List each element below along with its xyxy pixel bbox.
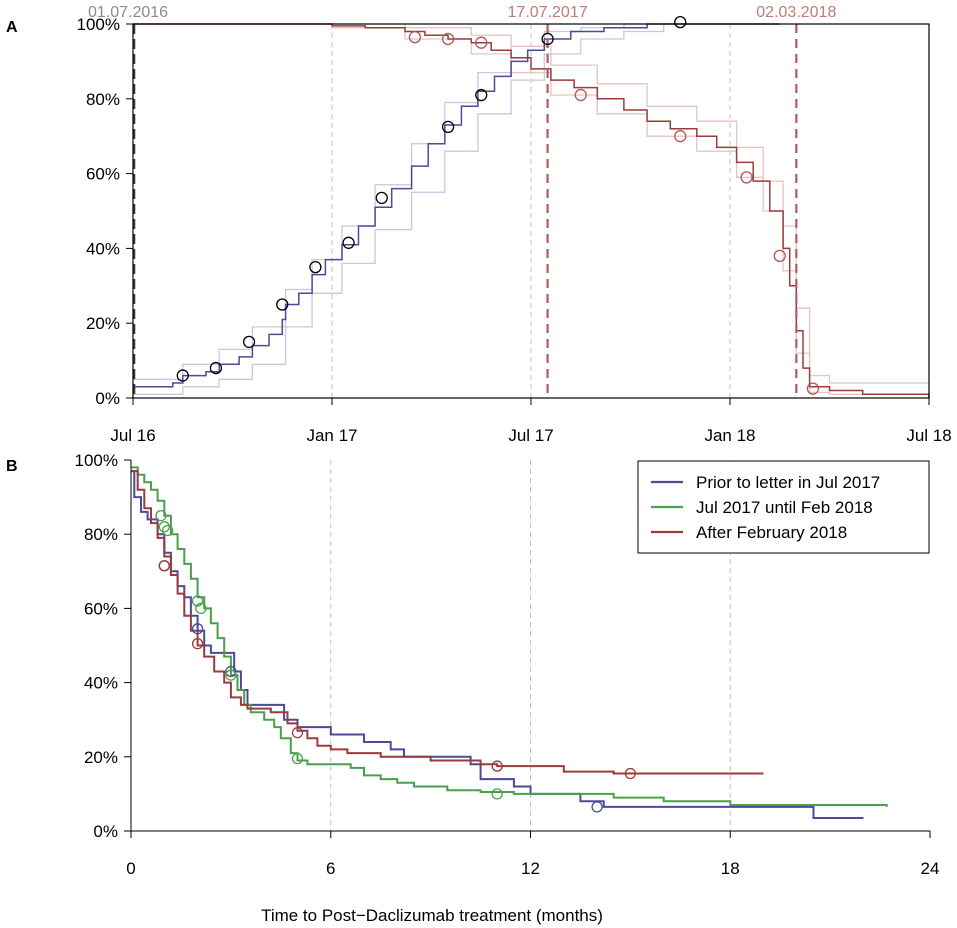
panel-a-cumulative-marker-0 — [176, 369, 189, 382]
panel-b-series-0-marker-2 — [225, 665, 237, 678]
panel-a-remaining-line — [133, 23, 930, 398]
panel-b-series-2-marker-3 — [491, 760, 503, 772]
panel-a-cumulative-marker-1 — [209, 361, 223, 375]
panel-b-y-tick-label-2: 40% — [84, 674, 118, 693]
panel-a-y-tick-label-5: 100% — [77, 15, 120, 34]
panel-a-x-tick-label-2: Jul 17 — [508, 426, 553, 445]
date-marker-label-2: 02.03.2018 — [756, 4, 836, 21]
panel-a-remaining-marker-5 — [740, 171, 753, 184]
date-marker-label-1: 17.07.2017 — [508, 4, 588, 21]
panel-a-x-tick-label-0: Jul 16 — [110, 426, 155, 445]
panel-b-y-tick-label-5: 100% — [75, 451, 118, 470]
panel-a-y-tick-label-1: 20% — [86, 314, 120, 333]
panel-b-y-tick-label-1: 20% — [84, 748, 118, 767]
panel-a-cumulative-ci-upper — [133, 23, 780, 380]
panel-b-series-1-marker-5 — [225, 669, 237, 681]
panel-b-x-tick-label-3: 18 — [721, 859, 740, 878]
panel-b-series-2-marker-1 — [191, 637, 204, 650]
legend-box — [637, 460, 930, 554]
panel-a-x-tick-label-1: Jan 17 — [306, 426, 357, 445]
panel-b-series-1-marker-4 — [195, 602, 207, 615]
panel-a-y-tick-label-4: 80% — [86, 90, 120, 109]
legend-label-2: After February 2018 — [696, 523, 847, 542]
panel-a-remaining-marker-1 — [441, 32, 455, 46]
panel-b-gridlines — [330, 460, 731, 831]
panel-b-series-2-marker-0 — [158, 560, 170, 572]
panel-a-y-tick-label-0: 0% — [95, 389, 120, 408]
panel-b-series-1-marker-0 — [155, 510, 167, 522]
panel-a-remaining-marker-0 — [408, 30, 422, 44]
panel-b-x-tick-label-4: 24 — [921, 859, 940, 878]
panel-b-x-axis-title: Time to Post−Daclizumab treatment (month… — [261, 906, 603, 925]
panel-a-cumulative-marker-6 — [375, 191, 388, 205]
panel-a-cumulative-marker-7 — [441, 120, 455, 133]
panel-b-series-1-marker-1 — [158, 521, 170, 533]
panel-a-remaining-marker-2 — [475, 36, 488, 49]
panel-a-x-tick-label-3: Jan 18 — [704, 426, 755, 445]
date-marker-label-0: 01.07.2016 — [88, 4, 168, 21]
panel-b-series-2-line — [131, 470, 764, 775]
panel-b-series-1-marker-6 — [291, 753, 304, 765]
panel-b-x-tick-label-0: 0 — [126, 859, 135, 878]
panel-b: B 0 6 12 18 24 0% 20% 40% 60% 80% 100% Time to Po… — [6, 451, 939, 925]
panel-a-y-tick-label-2: 40% — [86, 239, 120, 258]
panel-b-y-tick-label-3: 60% — [84, 599, 118, 618]
panel-b-series-1-marker-7 — [491, 788, 503, 800]
panel-b-series-1-marker-3 — [191, 595, 204, 607]
panel-b-y-tick-label-0: 0% — [93, 822, 118, 841]
panel-a-cumulative-marker-3 — [276, 298, 289, 311]
panel-a-y-tick-label-3: 60% — [86, 165, 120, 184]
panel-a-cumulative-marker-10 — [674, 15, 687, 29]
panel-a-series — [133, 23, 930, 398]
panel-b-series-2-marker-2 — [291, 727, 304, 739]
panel-a-remaining-marker-6 — [773, 249, 786, 263]
panel-a-cumulative-line — [133, 23, 780, 388]
panel-b-y-tick-label-4: 80% — [84, 525, 118, 544]
panel-b-x-tick-label-2: 12 — [521, 859, 540, 878]
panel-a-censor-marks — [176, 15, 820, 395]
panel-a: A 01.07.2016 17.07.2017 02.03.2018 Jul 16 J… — [6, 4, 952, 445]
panel-a-date-markers: 01.07.2016 17.07.2017 02.03.2018 — [88, 4, 836, 398]
panel-b-series-0-marker-1 — [191, 623, 204, 635]
panel-a-y-axis: 0% 20% 40% 60% 80% 100% — [77, 15, 133, 408]
panel-a-x-axis: Jul 16 Jan 17 Jul 17 Jan 18 Jul 18 — [110, 398, 952, 445]
panel-a-cumulative-marker-8 — [475, 88, 488, 102]
panel-b-x-tick-label-1: 6 — [326, 859, 335, 878]
panel-a-cumulative-marker-2 — [242, 335, 256, 349]
panel-a-x-tick-label-4: Jul 18 — [906, 426, 951, 445]
panel-a-remaining-marker-3 — [574, 88, 587, 102]
panel-b-y-axis: 0% 20% 40% 60% 80% 100% — [75, 451, 132, 841]
panel-b-x-axis: 0 6 12 18 24 — [126, 830, 940, 878]
panel-a-remaining-marker-4 — [674, 130, 687, 143]
legend-label-1: Jul 2017 until Feb 2018 — [696, 498, 873, 517]
panel-a-remaining-marker-7 — [806, 382, 820, 395]
panel-a-cumulative-ci-lower — [133, 23, 780, 395]
panel-b-series-1-marker-2 — [161, 524, 174, 537]
legend-label-0: Prior to letter in Jul 2017 — [696, 473, 880, 492]
panel-b-series-2-marker-4 — [624, 767, 637, 780]
panel-a-cumulative-marker-5 — [342, 236, 355, 249]
legend: Prior to letter in Jul 2017 Jul 2017 unti… — [637, 460, 930, 554]
panel-b-censor-marks — [155, 510, 637, 813]
panel-a-remaining-ci-upper — [133, 23, 930, 387]
panel-a-cumulative-marker-9 — [541, 32, 554, 46]
panel-a-cumulative-marker-4 — [309, 260, 322, 274]
panel-a-label: A — [6, 19, 18, 36]
panel-b-series-0-marker-3 — [591, 801, 603, 813]
panel-b-label: B — [6, 458, 18, 475]
